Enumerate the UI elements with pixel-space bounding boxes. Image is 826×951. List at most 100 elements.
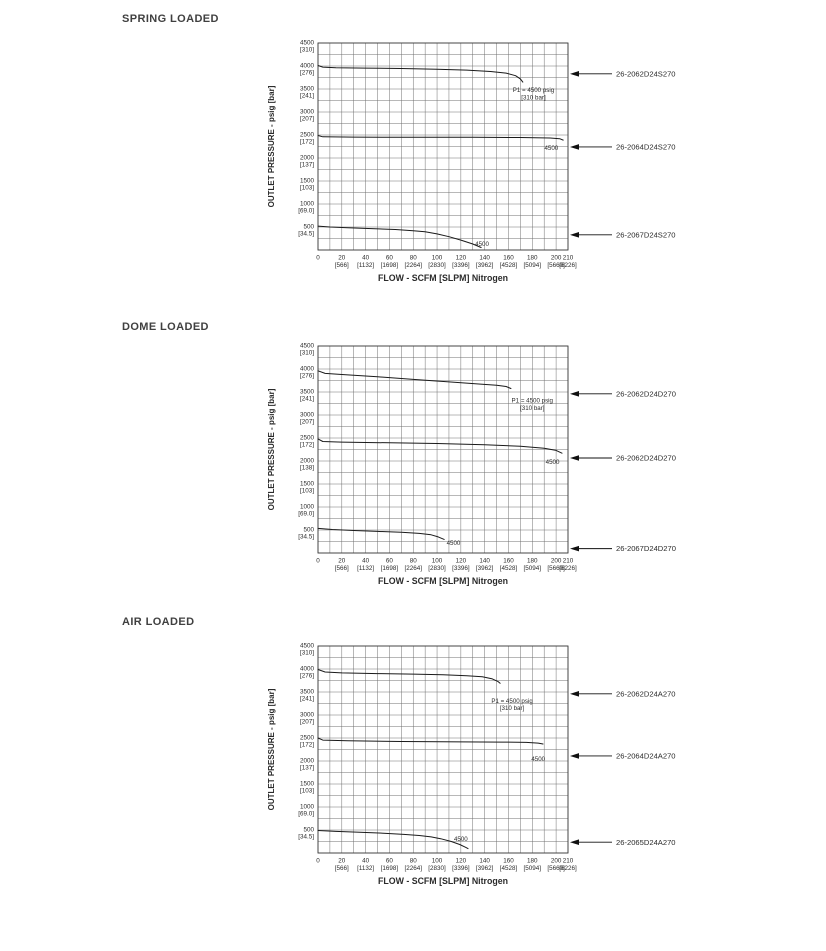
curve-26-2062D24D270 — [317, 370, 512, 389]
y-tick-bar: [241] — [300, 695, 314, 702]
y-tick-bar: [103] — [300, 787, 314, 794]
y-tick-psig: 3500 — [300, 389, 315, 396]
y-tick-psig: 4000 — [300, 666, 315, 673]
x-tick-scfm: 120 — [456, 255, 467, 262]
x-tick-scfm: 180 — [527, 255, 538, 262]
y-tick-bar: [69.0] — [298, 510, 314, 517]
y-tick-psig: 1000 — [300, 804, 315, 811]
annotation-text: 4500 — [546, 459, 560, 466]
x-tick-scfm: 210 — [563, 255, 574, 262]
y-tick-bar: [207] — [300, 418, 314, 425]
x-tick-scfm: 120 — [456, 858, 467, 865]
callout-arrowhead-icon — [570, 545, 579, 552]
x-tick-slpm: [3962] — [476, 262, 494, 269]
x-tick-slpm: [1132] — [357, 865, 374, 872]
x-tick-slpm: [4528] — [500, 565, 518, 572]
y-axis-title: OUTLET PRESSURE - psig [bar] — [267, 85, 276, 207]
x-tick-slpm: [4528] — [500, 262, 518, 269]
model-number-label: 26-2067D24D270 — [616, 544, 676, 553]
x-tick-slpm: [1132] — [357, 565, 374, 572]
x-tick-scfm: 160 — [503, 255, 514, 262]
dome-loaded-chart-svg: 4500[310]4000[276]3500[241]3000[207]2500… — [267, 343, 676, 587]
y-tick-bar: [137] — [300, 161, 314, 168]
x-tick-scfm: 210 — [563, 858, 574, 865]
y-tick-psig: 4000 — [300, 63, 315, 70]
model-number-label: 26-2062D24D270 — [616, 454, 676, 463]
y-tick-psig: 1500 — [300, 481, 315, 488]
x-tick-scfm: 0 — [316, 558, 320, 565]
curve-26-2064D24S270 — [317, 135, 564, 141]
x-tick-scfm: 140 — [479, 558, 490, 565]
x-tick-slpm: [1698] — [381, 565, 399, 572]
x-tick-slpm: [2264] — [404, 865, 422, 872]
grid — [317, 645, 569, 854]
y-axis-title: OUTLET PRESSURE - psig [bar] — [267, 688, 276, 810]
curve-26-2065D24A270 — [317, 830, 469, 850]
y-tick-psig: 2500 — [300, 435, 315, 442]
model-number-label: 26-2062D24D270 — [616, 389, 676, 398]
annotations: P1 = 4500 psig[310 bar] 4500 4500 — [447, 398, 560, 548]
y-tick-bar: [69.0] — [298, 207, 314, 214]
x-tick-scfm: 80 — [410, 558, 418, 565]
y-axis-title: OUTLET PRESSURE - psig [bar] — [267, 388, 276, 510]
x-tick-slpm: [5660] — [547, 865, 565, 872]
annotation-text: P1 = 4500 psig — [491, 698, 533, 705]
y-tick-bar: [34.5] — [298, 833, 314, 840]
annotation-text: 4500 — [475, 241, 489, 248]
y-tick-bar: [34.5] — [298, 230, 314, 237]
x-tick-slpm: [2830] — [428, 262, 446, 269]
x-tick-scfm: 100 — [432, 558, 443, 565]
air-loaded-flow-chart: 4500 [310] 4000 [276] 3500 [241] 3000 [207] 2500… — [250, 636, 726, 898]
y-tick-psig: 500 — [303, 827, 314, 834]
x-tick-slpm: [3396] — [452, 262, 470, 269]
y-tick-bar: [172] — [300, 441, 314, 448]
x-tick-scfm: 200 — [551, 255, 562, 262]
callout-arrowhead-icon — [570, 839, 579, 845]
y-tick-bar: [207] — [300, 718, 314, 725]
annotation-text: [310 bar] — [520, 405, 545, 412]
y-tick-bar: [310] — [300, 349, 314, 356]
x-tick-scfm: 60 — [386, 858, 394, 865]
x-tick-slpm: [3962] — [476, 565, 494, 572]
y-tick-bar: [138] — [300, 464, 314, 471]
y-tick-psig: 1000 — [300, 504, 315, 511]
y-tick-bar: [137] — [300, 764, 314, 771]
x-tick-slpm: [5660] — [547, 565, 565, 572]
callout-arrowhead-icon — [570, 691, 579, 697]
x-tick-scfm: 40 — [362, 858, 370, 865]
y-tick-psig: 4500 — [300, 40, 315, 47]
x-tick-slpm: [5094] — [524, 262, 542, 269]
section-title-spring-loaded: SPRING LOADED — [122, 13, 219, 25]
x-tick-slpm: [6226] — [559, 262, 577, 269]
x-tick-slpm: [6226] — [559, 865, 577, 872]
x-tick-slpm: [2264] — [404, 565, 422, 572]
x-tick-scfm: 100 — [432, 255, 443, 262]
x-axis-ticks: 0 20[566] 40[1132] 60[1698] 80[2264] 100[2830… — [316, 558, 577, 572]
air-loaded-chart-svg: 4500[310]4000[276]3500[241]3000[207]2500… — [267, 643, 676, 887]
x-tick-scfm: 180 — [527, 558, 538, 565]
x-tick-slpm: [566] — [335, 262, 349, 269]
y-tick-psig: 2000 — [300, 758, 315, 765]
x-axis-title: FLOW - SCFM [SLPM] Nitrogen — [378, 273, 508, 283]
x-tick-scfm: 80 — [410, 255, 418, 262]
curve-26-2067D24S270 — [317, 225, 482, 248]
annotation-text: 4500 — [531, 756, 545, 763]
y-tick-psig: 1500 — [300, 781, 315, 788]
model-number-label: 26-2062D24A270 — [616, 689, 676, 698]
y-tick-bar: [276] — [300, 672, 314, 679]
callout-arrowhead-icon — [570, 71, 579, 77]
x-tick-slpm: [566] — [335, 865, 349, 872]
x-tick-scfm: 160 — [503, 558, 514, 565]
y-tick-psig: 1500 — [300, 178, 315, 185]
x-tick-slpm: [5094] — [524, 565, 542, 572]
x-tick-scfm: 60 — [386, 558, 394, 565]
y-tick-psig: 1000 — [300, 201, 315, 208]
y-tick-psig: 2500 — [300, 735, 315, 742]
x-tick-scfm: 20 — [338, 558, 346, 565]
x-tick-scfm: 40 — [362, 255, 370, 262]
annotations: P1 = 4500 psig[310 bar] 4500 4500 — [454, 698, 546, 843]
x-tick-scfm: 210 — [563, 558, 574, 565]
callouts: 26-2062D24S270 26-2064D24S270 26-2067D24S2… — [570, 69, 676, 239]
x-tick-scfm: 120 — [456, 558, 467, 565]
x-axis-ticks: 0 20[566] 40[1132] 60[1698] 80[2264] 100[2830… — [316, 858, 577, 872]
